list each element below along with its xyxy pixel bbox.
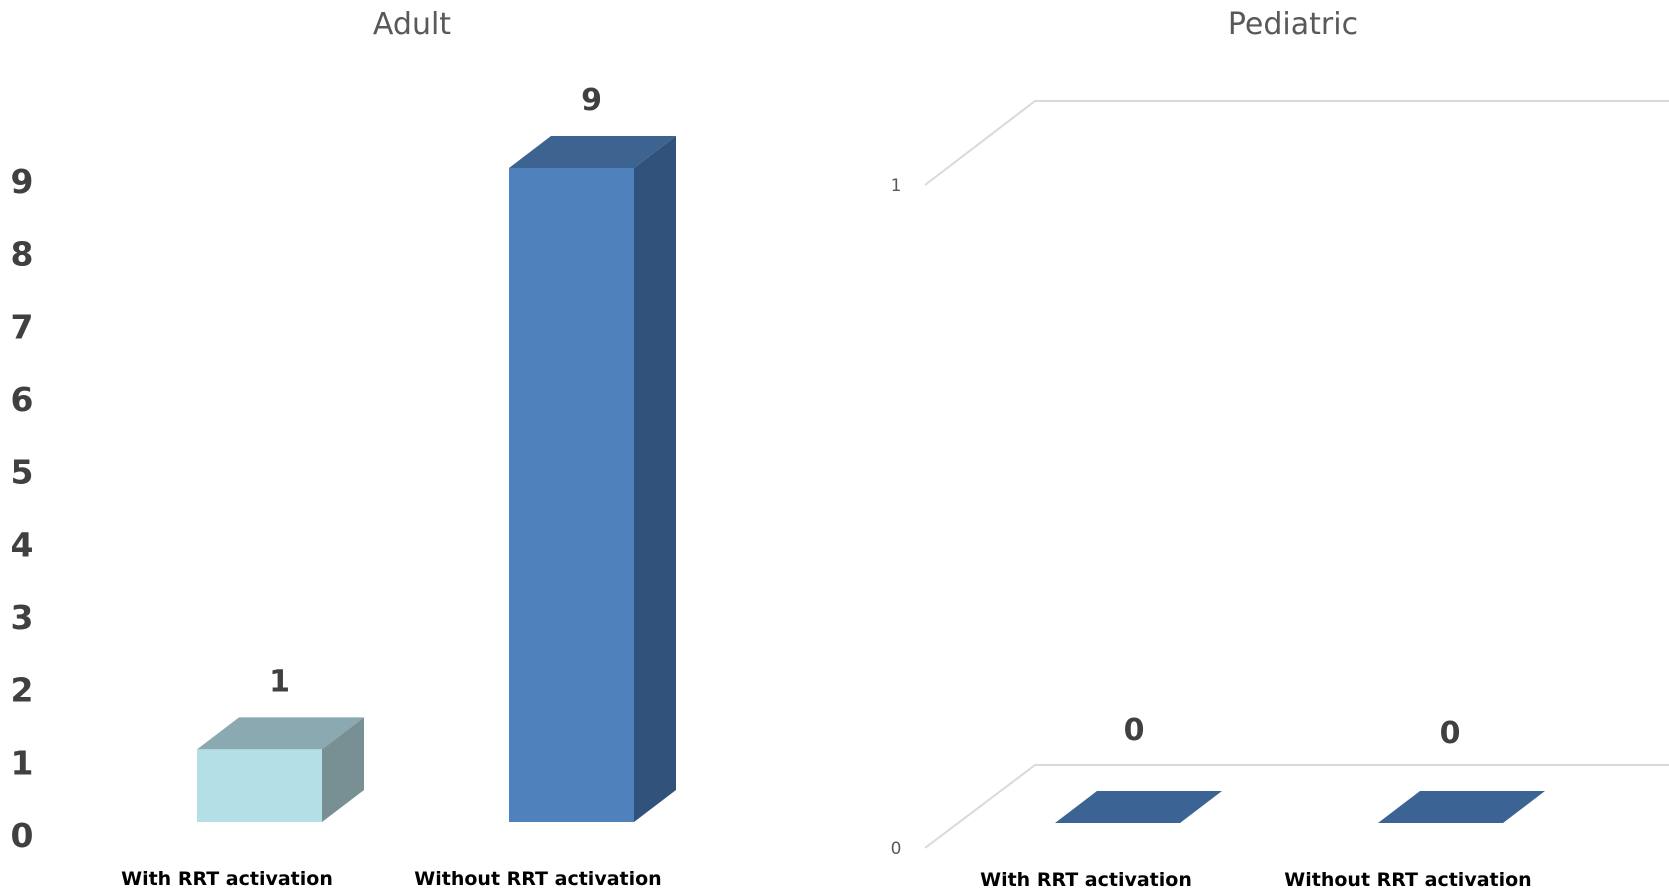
- adult-data-label-0: 1: [269, 664, 290, 699]
- adult-y-tick-7: 7: [11, 307, 34, 346]
- pediatric-category-label-1: Without RRT activation: [1284, 869, 1531, 890]
- adult-y-tick-6: 6: [11, 380, 34, 419]
- adult-y-tick-1: 1: [11, 743, 34, 782]
- adult-category-label-1: Without RRT activation: [414, 868, 661, 890]
- pediatric-gridline-1: [924, 100, 1669, 186]
- adult-bar-side-0: [322, 717, 364, 822]
- adult-data-label-1: 9: [581, 83, 602, 118]
- adult-bar-0: [197, 749, 322, 822]
- adult-y-tick-3: 3: [11, 598, 34, 637]
- adult-data-labels: 19: [269, 83, 602, 699]
- adult-chart-title: Adult: [373, 7, 451, 42]
- pediatric-chart-title: Pediatric: [1228, 7, 1358, 42]
- pediatric-data-label-1: 0: [1440, 716, 1461, 751]
- adult-y-tick-4: 4: [11, 525, 34, 564]
- pediatric-bars: [1055, 791, 1545, 823]
- adult-bar-top-1: [509, 136, 676, 168]
- adult-y-tick-0: 0: [11, 816, 34, 855]
- adult-bar-1: [509, 168, 634, 822]
- pediatric-bar-1: [1378, 791, 1545, 823]
- pediatric-y-tick-1: 1: [891, 176, 902, 196]
- adult-bar-top-0: [197, 717, 364, 750]
- adult-y-axis: 0 1 2 3 4 5 6 7 8 9: [11, 162, 34, 855]
- pediatric-gridlines: [924, 100, 1669, 849]
- adult-bar-side-1: [634, 136, 676, 822]
- pediatric-data-label-0: 0: [1124, 713, 1145, 748]
- pediatric-y-axis: 01: [891, 176, 902, 859]
- pediatric-bar-0: [1055, 791, 1222, 823]
- pediatric-gridline-0: [924, 764, 1669, 849]
- adult-y-tick-5: 5: [11, 453, 34, 492]
- adult-y-tick-9: 9: [11, 162, 34, 201]
- adult-bars: [197, 136, 676, 822]
- pediatric-y-tick-0: 0: [891, 839, 902, 859]
- adult-y-tick-2: 2: [11, 671, 34, 710]
- pediatric-category-label-0: With RRT activation: [980, 869, 1192, 890]
- adult-category-label-0: With RRT activation: [121, 868, 333, 890]
- adult-y-tick-8: 8: [11, 235, 34, 274]
